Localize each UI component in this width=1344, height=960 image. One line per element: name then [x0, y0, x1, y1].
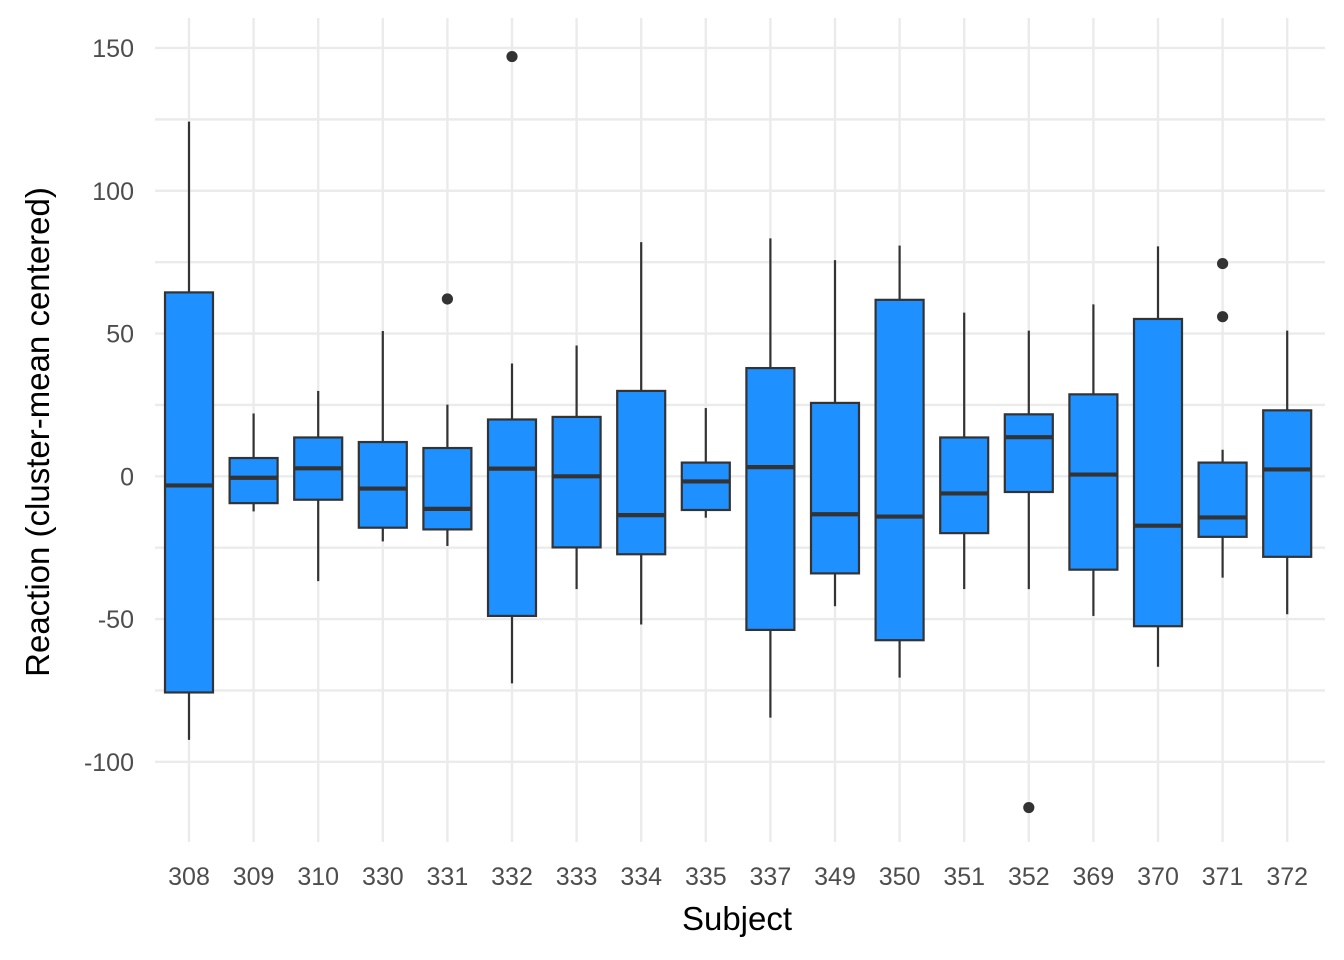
outlier-point: [1217, 257, 1229, 270]
iqr-box: [874, 298, 925, 642]
x-tick-label: 332: [491, 863, 533, 891]
x-tick-label: 350: [879, 863, 921, 891]
iqr-box: [1197, 461, 1248, 538]
box-331: [422, 293, 473, 546]
iqr-box: [809, 401, 861, 575]
box-337: [745, 238, 796, 718]
y-tick-labels: -100 -50 0 50 100 150: [84, 35, 134, 777]
x-tick-label: 352: [1008, 863, 1050, 891]
y-tick-label: -100: [84, 749, 134, 777]
iqr-box: [939, 436, 990, 535]
iqr-box: [1262, 409, 1313, 558]
iqr-box: [1003, 413, 1054, 494]
y-tick-label: 150: [92, 35, 134, 63]
y-tick-label: 0: [120, 463, 134, 491]
box-335: [680, 408, 731, 518]
x-tick-label: 372: [1266, 863, 1308, 891]
x-tick-label: 370: [1137, 863, 1179, 891]
box-308: [163, 121, 215, 740]
box-370: [1132, 246, 1184, 667]
iqr-box: [357, 440, 408, 529]
box-333: [551, 345, 602, 590]
box-369: [1068, 304, 1119, 616]
box-371: [1197, 257, 1248, 578]
box-334: [616, 242, 667, 625]
x-tick-label: 351: [943, 863, 985, 891]
iqr-box: [486, 418, 538, 618]
iqr-box: [163, 291, 215, 694]
x-tick-label: 337: [750, 863, 792, 891]
x-tick-label: 371: [1202, 863, 1244, 891]
x-tick-label: 369: [1073, 863, 1115, 891]
iqr-box: [551, 415, 602, 549]
x-tick-label: 333: [556, 863, 598, 891]
x-tick-label: 331: [427, 863, 469, 891]
outlier-point: [1217, 311, 1229, 323]
x-tick-label: 334: [620, 863, 662, 891]
iqr-box: [1068, 393, 1119, 571]
y-axis-title: Reaction (cluster-mean centered): [19, 187, 56, 677]
outlier-point: [1023, 801, 1035, 814]
iqr-box: [616, 389, 667, 556]
box-349: [809, 260, 861, 607]
box-351: [939, 312, 990, 590]
iqr-box: [745, 366, 796, 632]
boxes: [163, 50, 1313, 814]
x-tick-labels: 308 309 310 330 331 332 333 334 335 337 349 350 351 3…: [168, 863, 1308, 891]
x-tick-label: 349: [814, 863, 856, 891]
box-309: [228, 413, 279, 512]
iqr-box: [422, 446, 473, 531]
outlier-point: [441, 293, 453, 305]
iqr-box: [228, 456, 279, 505]
x-tick-label: 335: [685, 863, 727, 891]
y-tick-label: 100: [92, 178, 134, 206]
box-372: [1262, 330, 1313, 615]
x-tick-label: 309: [233, 863, 275, 891]
x-axis-title: Subject: [682, 900, 792, 937]
box-350: [874, 245, 925, 678]
iqr-box: [1132, 317, 1184, 628]
box-310: [293, 390, 344, 582]
x-tick-label: 330: [362, 863, 404, 891]
box-330: [357, 330, 408, 542]
box-332: [486, 50, 538, 684]
outlier-point: [506, 50, 518, 63]
iqr-box: [680, 461, 731, 512]
y-tick-label: -50: [98, 606, 134, 634]
x-tick-label: 310: [297, 863, 339, 891]
y-tick-label: 50: [106, 321, 134, 349]
x-tick-label: 308: [168, 863, 210, 891]
box-352: [1003, 330, 1054, 814]
